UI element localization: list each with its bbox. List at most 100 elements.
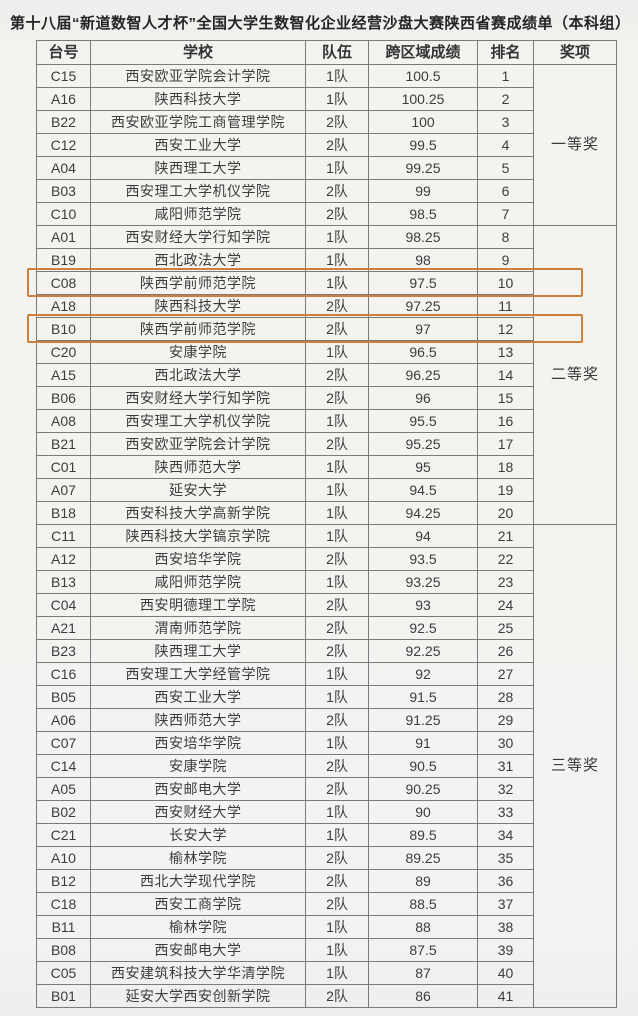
school-cell: 西安欧亚学院会计学院 (90, 64, 306, 88)
score-cell: 91 (368, 731, 478, 755)
table-row: A15 西北政法大学 2队 96.25 14 (36, 363, 617, 387)
rank-cell: 41 (477, 984, 534, 1008)
rank-cell: 20 (477, 501, 534, 525)
table-wrapper: 台号 学校 队伍 跨区域成绩 排名 奖项 C15 西安欧亚学院会计学院 1队 1… (27, 40, 617, 1008)
station-cell: C16 (36, 662, 91, 686)
school-cell: 陕西理工大学 (90, 639, 306, 663)
school-cell: 西北大学现代学院 (90, 869, 306, 893)
station-cell: A04 (36, 156, 91, 180)
table-row: A18 陕西科技大学 2队 97.25 11 (36, 294, 617, 318)
table-row: B03 西安理工大学机仪学院 2队 99 6 (36, 179, 617, 203)
score-cell: 88 (368, 915, 478, 939)
rank-cell: 10 (477, 271, 534, 295)
school-cell: 陕西师范大学 (90, 708, 306, 732)
page-title: 第十八届“新道数智人才杯”全国大学生数智化企业经营沙盘大赛陕西省赛成绩单（本科组… (10, 15, 631, 32)
score-cell: 98.5 (368, 202, 478, 226)
school-cell: 西安培华学院 (90, 731, 306, 755)
table-row: B22 西安欧亚学院工商管理学院 2队 100 3 (36, 110, 617, 134)
station-cell: C05 (36, 961, 91, 985)
team-cell: 1队 (305, 248, 369, 272)
school-cell: 西安财经大学行知学院 (90, 225, 306, 249)
rank-cell: 40 (477, 961, 534, 985)
table-row: A07 延安大学 1队 94.5 19 (36, 478, 617, 502)
school-cell: 西安明德理工学院 (90, 593, 306, 617)
team-cell: 1队 (305, 501, 369, 525)
score-cell: 91.25 (368, 708, 478, 732)
rank-cell: 18 (477, 455, 534, 479)
team-cell: 1队 (305, 685, 369, 709)
station-cell: A01 (36, 225, 91, 249)
school-cell: 陕西科技大学 (90, 294, 306, 318)
station-cell: C18 (36, 892, 91, 916)
station-cell: C20 (36, 340, 91, 364)
team-cell: 2队 (305, 386, 369, 410)
station-cell: B08 (36, 938, 91, 962)
station-cell: A16 (36, 87, 91, 111)
rank-cell: 13 (477, 340, 534, 364)
station-cell: A12 (36, 547, 91, 571)
rank-cell: 12 (477, 317, 534, 341)
team-cell: 2队 (305, 317, 369, 341)
school-cell: 西北政法大学 (90, 363, 306, 387)
score-cell: 93.5 (368, 547, 478, 571)
school-cell: 西安工商学院 (90, 892, 306, 916)
team-cell: 1队 (305, 87, 369, 111)
score-cell: 96.25 (368, 363, 478, 387)
header-row: 台号 学校 队伍 跨区域成绩 排名 奖项 (36, 40, 617, 65)
team-cell: 1队 (305, 409, 369, 433)
rank-cell: 16 (477, 409, 534, 433)
school-cell: 西安工业大学 (90, 133, 306, 157)
score-cell: 99 (368, 179, 478, 203)
table-row: A08 西安理工大学机仪学院 1队 95.5 16 (36, 409, 617, 433)
header-school: 学校 (90, 40, 306, 65)
team-cell: 1队 (305, 340, 369, 364)
score-cell: 89 (368, 869, 478, 893)
score-cell: 90 (368, 800, 478, 824)
score-cell: 94 (368, 524, 478, 548)
team-cell: 2队 (305, 294, 369, 318)
rank-cell: 34 (477, 823, 534, 847)
score-cell: 100 (368, 110, 478, 134)
station-cell: A07 (36, 478, 91, 502)
team-cell: 2队 (305, 708, 369, 732)
school-cell: 西安建筑科技大学华清学院 (90, 961, 306, 985)
rank-cell: 25 (477, 616, 534, 640)
school-cell: 长安大学 (90, 823, 306, 847)
station-cell: C12 (36, 133, 91, 157)
score-cell: 93 (368, 593, 478, 617)
rank-cell: 19 (477, 478, 534, 502)
team-cell: 1队 (305, 271, 369, 295)
station-cell: C08 (36, 271, 91, 295)
table-row: C07 西安培华学院 1队 91 30 (36, 731, 617, 755)
station-cell: A10 (36, 846, 91, 870)
score-cell: 100.5 (368, 64, 478, 88)
score-cell: 98 (368, 248, 478, 272)
score-cell: 97 (368, 317, 478, 341)
rank-cell: 6 (477, 179, 534, 203)
score-cell: 96.5 (368, 340, 478, 364)
table-row: C11 陕西科技大学镐京学院 1队 94 21 三等奖 (36, 524, 617, 1008)
score-cell: 96 (368, 386, 478, 410)
score-cell: 89.5 (368, 823, 478, 847)
team-cell: 1队 (305, 915, 369, 939)
school-cell: 西安理工大学经管学院 (90, 662, 306, 686)
station-cell: B23 (36, 639, 91, 663)
score-cell: 86 (368, 984, 478, 1008)
table-row: A12 西安培华学院 2队 93.5 22 (36, 547, 617, 571)
table-row: B10 陕西学前师范学院 2队 97 12 (36, 317, 617, 341)
rank-cell: 32 (477, 777, 534, 801)
school-cell: 西安财经大学 (90, 800, 306, 824)
rank-cell: 31 (477, 754, 534, 778)
team-cell: 1队 (305, 478, 369, 502)
team-cell: 1队 (305, 800, 369, 824)
team-cell: 2队 (305, 593, 369, 617)
team-cell: 2队 (305, 133, 369, 157)
score-cell: 97.5 (368, 271, 478, 295)
station-cell: A18 (36, 294, 91, 318)
school-cell: 西安欧亚学院工商管理学院 (90, 110, 306, 134)
school-cell: 西安科技大学高新学院 (90, 501, 306, 525)
rank-cell: 37 (477, 892, 534, 916)
team-cell: 2队 (305, 639, 369, 663)
school-cell: 渭南师范学院 (90, 616, 306, 640)
score-cell: 98.25 (368, 225, 478, 249)
